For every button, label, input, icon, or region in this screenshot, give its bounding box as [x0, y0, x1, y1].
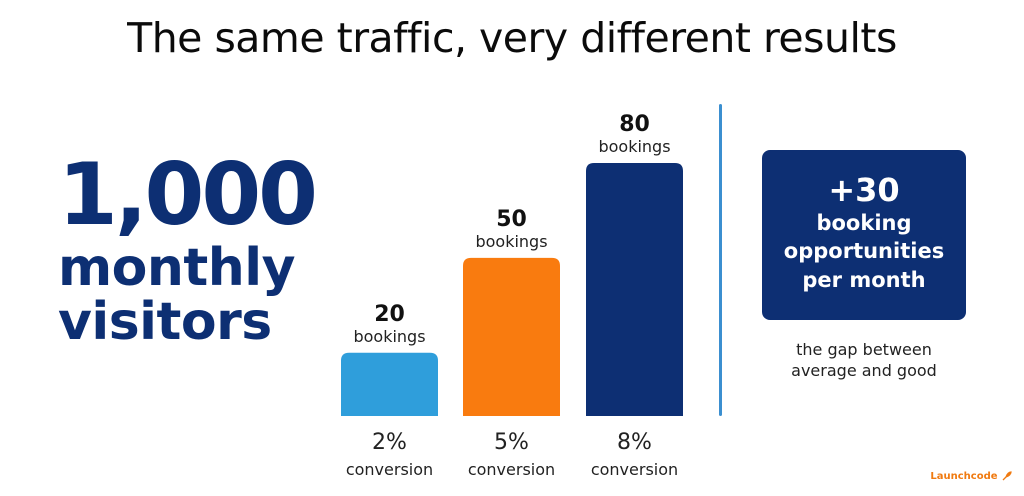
conversion-rate-1: 2%	[372, 430, 407, 455]
conversion-rate-3: 8%	[617, 430, 652, 455]
visitors-number: 1,000	[58, 145, 318, 245]
visitors-label-line2: visitors	[58, 292, 272, 352]
bar-value-label-1: 20	[374, 302, 405, 327]
callout-line3: per month	[802, 268, 926, 293]
conversion-caption-1: conversion	[346, 460, 433, 479]
bar-value-label-3: 80	[619, 112, 650, 137]
gap-note-line2: average and good	[791, 360, 937, 380]
visitors-label-line1: monthly	[58, 238, 296, 298]
bar-value-label-2: 50	[496, 207, 527, 232]
bar-3	[586, 163, 683, 416]
callout-value: +30	[828, 171, 900, 209]
bar-unit-label-2: bookings	[475, 232, 547, 251]
bar-1	[341, 352, 438, 416]
opportunity-callout: +30 booking opportunities per month	[762, 150, 966, 320]
bar-2	[463, 257, 560, 416]
brand-logo-text: Launchcode	[930, 471, 998, 482]
bar-unit-label-3: bookings	[598, 137, 670, 156]
page-title: The same traffic, very different results	[127, 14, 897, 62]
conversion-rate-2: 5%	[494, 430, 529, 455]
callout-line1: booking	[816, 210, 912, 235]
conversion-caption-2: conversion	[468, 460, 555, 479]
visitors-stat: 1,000 monthly visitors	[58, 145, 318, 352]
bar-unit-label-1: bookings	[353, 327, 425, 346]
conversion-caption-3: conversion	[591, 460, 678, 479]
brand-logo: Launchcode	[930, 471, 1012, 482]
gap-note: the gap between average and good	[762, 340, 966, 382]
divider	[719, 104, 722, 416]
callout-line2: opportunities	[783, 239, 945, 264]
gap-note-line1: the gap between	[796, 340, 932, 359]
rocket-icon	[1002, 471, 1012, 481]
